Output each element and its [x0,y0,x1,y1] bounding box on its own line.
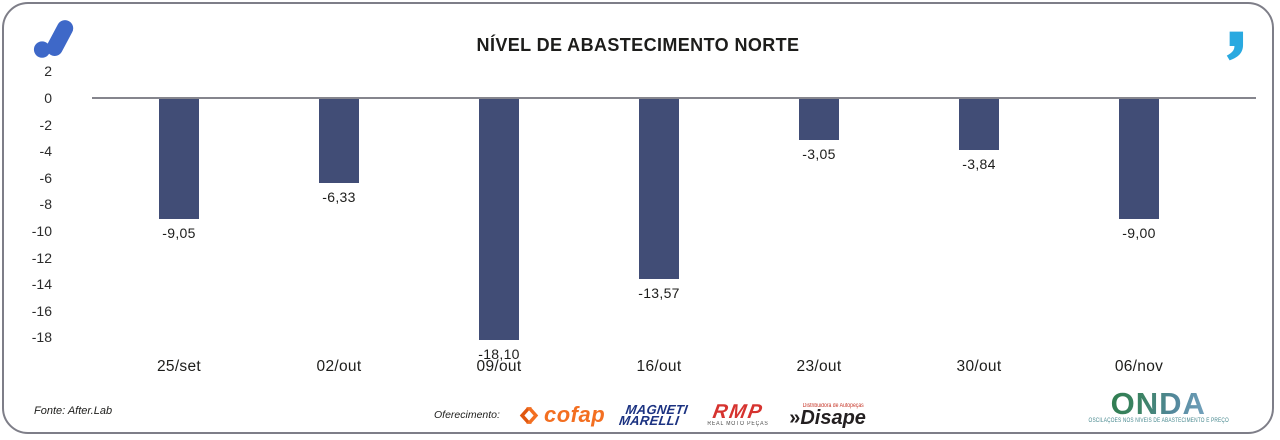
disape-logo: Distribuidora de Autopeças »Disape [789,403,866,429]
bar-column: -13,57 [579,99,739,362]
onda-caption: OSCILAÇÕES NOS NÍVEIS DE ABASTECIMENTO E… [1088,418,1229,424]
y-tick-label: -16 [31,302,52,319]
x-tick-label: 09/out [476,358,522,375]
bar-value-label: -9,00 [1122,225,1156,241]
sponsor-label: Oferecimento: [434,409,500,421]
x-tick-label: 02/out [316,358,362,375]
bar [319,99,359,183]
x-tick-label: 25/set [156,358,202,375]
cofap-wordmark: cofap [543,402,606,427]
x-tick-label: 16/out [636,358,682,375]
disape-wordmark: »Disape [789,407,866,429]
rmp-wordmark: RMP [711,401,766,423]
bar [159,99,199,219]
bar [479,99,519,340]
y-tick-label: -6 [39,169,52,186]
bar [959,99,999,150]
bar [639,99,679,279]
x-tick-label: 23/out [796,358,842,375]
disape-chevrons: » [789,407,801,429]
bar-value-label: -3,84 [962,156,996,172]
bar-column: -9,05 [99,99,259,362]
y-tick-label: -8 [39,196,52,213]
bar-column: -3,84 [899,99,1059,362]
y-tick-label: -4 [39,143,52,160]
sponsor-row: Oferecimento: cofap MAGNETI MARELLI RMP … [434,396,866,434]
y-tick-label: -14 [31,276,52,293]
x-axis-labels: 25/set 02/out 09/out 16/out 23/out 30/out 06/n… [99,358,1219,376]
report-card: NÍVEL DE ABASTECIMENTO NORTE -9,05 -6,33-… [2,2,1274,434]
y-tick-label: -18 [31,329,52,346]
chart-title: NÍVEL DE ABASTECIMENTO NORTE [476,35,800,55]
y-tick-label: -2 [39,116,52,133]
bar-value-label: -18,10 [478,346,520,362]
bar-column: -3,05 [739,99,899,362]
source-note: Fonte: After.Lab [34,405,113,417]
rmp-logo: RMP REAL MOTO PEÇAS [702,401,774,427]
y-tick-label: 0 [44,90,52,106]
bar [1119,99,1159,219]
y-tick-label: 2 [44,63,52,80]
bar-series: -9,05 -6,33 -18,10 -13,57 -3,05 -3,84 -9,00 [99,99,1219,362]
disape-name: Disape [800,407,866,429]
bar-column: -18,10 [419,99,579,362]
quote-mark-icon [1226,31,1244,61]
bar-column: -6,33 [259,99,419,362]
disape-caption: Distribuidora de Autopeças [802,403,864,409]
rmp-caption: REAL MOTO PEÇAS [707,421,769,427]
x-axis-zero-line [92,97,1256,99]
y-tick-label: -10 [31,223,52,239]
magneti-line2: MARELLI [618,413,681,428]
cofap-x-icon [519,406,539,424]
bar-value-label: -6,33 [322,189,356,205]
onda-wordmark: ONDA [1110,386,1206,421]
x-tick-label: 06/nov [1114,358,1164,375]
bar-value-label: -3,05 [802,146,836,162]
bar-column: -9,00 [1059,99,1219,362]
bar-value-label: -13,57 [638,285,680,301]
cofap-logo: cofap [517,402,605,428]
bar-value-label: -9,05 [162,225,196,241]
magneti-marelli-logo: MAGNETI MARELLI [618,402,689,428]
x-tick-label: 30/out [956,358,1002,375]
y-tick-label: -12 [31,249,52,266]
onda-logo: ONDA OSCILAÇÕES NOS NÍVEIS DE ABASTECIME… [1071,386,1246,424]
bar [799,99,839,140]
after-lab-logo-icon [33,20,74,58]
